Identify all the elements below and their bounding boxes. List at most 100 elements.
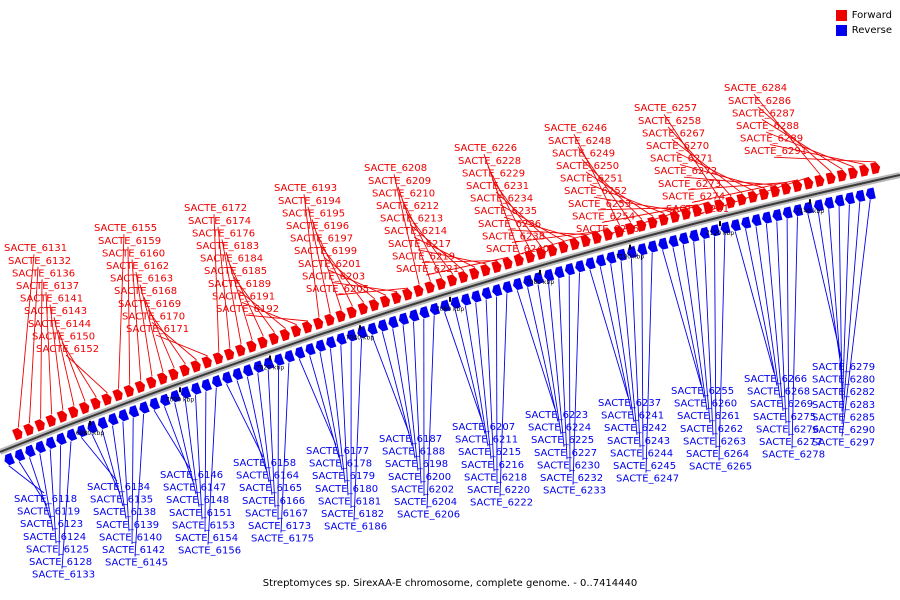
reverse-gene-glyph — [440, 299, 451, 312]
reverse-gene-glyph — [793, 204, 804, 217]
reverse-gene-connector — [817, 211, 843, 374]
reverse-gene-connector — [776, 221, 787, 424]
reverse-gene-label: SACTE_6222 — [470, 498, 533, 509]
reverse-gene-connector — [572, 272, 580, 485]
forward-gene-connector — [421, 260, 498, 263]
reverse-gene-connector — [838, 206, 843, 399]
forward-gene-label: SACTE_6194 — [278, 196, 341, 207]
reverse-gene-connector — [718, 234, 726, 461]
reverse-gene-label: SACTE_6182 — [321, 509, 384, 520]
reverse-gene-glyph — [149, 397, 161, 410]
reverse-gene-glyph — [170, 389, 181, 403]
forward-gene-label: SACTE_6176 — [192, 228, 255, 239]
reverse-gene-label: SACTE_6142 — [102, 545, 165, 556]
forward-gene-label: SACTE_6253 — [568, 199, 631, 210]
reverse-gene-connector — [353, 338, 363, 521]
forward-gene-connector — [601, 204, 698, 223]
kbp-tick-label: 7000 kbp — [166, 396, 194, 403]
forward-gene-label: SACTE_6212 — [376, 201, 439, 212]
reverse-gene-connector — [298, 358, 337, 446]
forward-gene-glyph — [781, 182, 792, 195]
reverse-gene-glyph — [782, 206, 793, 219]
forward-gene-connector — [507, 229, 587, 236]
forward-gene-connector — [683, 176, 776, 186]
forward-gene-glyph — [235, 344, 246, 357]
forward-gene-connector — [221, 239, 242, 345]
reverse-gene-connector — [464, 305, 489, 447]
reverse-gene-glyph — [35, 440, 46, 454]
reverse-gene-connector — [841, 199, 871, 437]
reverse-gene-glyph — [720, 221, 731, 234]
forward-gene-connector — [241, 301, 297, 326]
reverse-gene-glyph — [97, 416, 109, 430]
forward-gene-glyph — [468, 267, 480, 280]
forward-gene-label: SACTE_6168 — [114, 286, 177, 297]
reverse-gene-label: SACTE_6148 — [166, 495, 229, 506]
forward-gene-label: SACTE_6205 — [306, 284, 369, 295]
reverse-gene-label: SACTE_6297 — [812, 438, 875, 449]
reverse-gene-label: SACTE_6224 — [528, 423, 591, 434]
reverse-gene-label: SACTE_6153 — [172, 520, 235, 531]
forward-gene-glyph — [680, 207, 691, 220]
reverse-gene-label: SACTE_6268 — [747, 387, 810, 398]
backbone-line — [0, 174, 900, 453]
forward-gene-glyph — [524, 251, 535, 264]
forward-gene-label: SACTE_6131 — [4, 243, 67, 254]
reverse-gene-glyph — [471, 290, 482, 303]
forward-gene-glyph — [335, 310, 346, 323]
forward-gene-glyph — [836, 169, 847, 182]
reverse-gene-glyph — [409, 309, 420, 322]
forward-gene-label: SACTE_6201 — [298, 259, 361, 270]
reverse-gene-connector — [703, 239, 714, 436]
reverse-gene-connector — [745, 228, 778, 386]
forward-gene-connector — [118, 234, 125, 389]
forward-gene-label: SACTE_6271 — [650, 154, 713, 165]
reverse-gene-connector — [18, 461, 48, 506]
reverse-gene-label: SACTE_6124 — [23, 532, 86, 543]
reverse-gene-label: SACTE_6139 — [96, 520, 159, 531]
forward-gene-label: SACTE_6219 — [392, 251, 455, 262]
forward-gene-label: SACTE_6288 — [736, 121, 799, 132]
forward-gene-label: SACTE_6240 — [486, 244, 549, 255]
forward-gene-connector — [687, 182, 787, 191]
forward-gene-glyph — [435, 277, 446, 291]
reverse-gene-connector — [547, 281, 565, 447]
reverse-gene-glyph — [803, 201, 814, 214]
reverse-gene-connector — [61, 441, 72, 569]
kbp-tick-mark — [809, 199, 811, 205]
forward-gene-connector — [143, 297, 175, 369]
reverse-gene-glyph — [637, 243, 648, 256]
forward-gene-glyph — [558, 241, 569, 254]
reverse-gene-glyph — [108, 412, 119, 426]
reverse-gene-label: SACTE_6206 — [397, 510, 460, 521]
reverse-gene-connector — [207, 387, 217, 545]
reverse-gene-glyph — [336, 332, 347, 345]
reverse-gene-label: SACTE_6262 — [680, 424, 743, 435]
reverse-gene-glyph — [699, 226, 710, 240]
forward-gene-label: SACTE_6274 — [662, 191, 725, 202]
reverse-gene-connector — [485, 299, 495, 472]
forward-gene-connector — [229, 264, 264, 337]
reverse-gene-label: SACTE_6145 — [105, 558, 168, 569]
reverse-gene-label: SACTE_6118 — [14, 494, 77, 505]
forward-gene-label: SACTE_6281 — [666, 204, 729, 215]
reverse-gene-label: SACTE_6265 — [689, 462, 752, 473]
reverse-gene-label: SACTE_6154 — [175, 533, 238, 544]
reverse-gene-connector — [257, 373, 273, 495]
forward-gene-connector — [147, 309, 186, 365]
reverse-gene-glyph — [315, 339, 327, 352]
reverse-gene-label: SACTE_6140 — [99, 532, 162, 543]
legend: Forward Reverse — [835, 8, 892, 38]
reverse-gene-glyph — [544, 268, 555, 282]
forward-gene-connector — [335, 287, 409, 296]
forward-gene-connector — [413, 236, 476, 268]
forward-gene-glyph — [179, 364, 190, 377]
forward-gene-glyph — [324, 313, 335, 327]
forward-gene-connector — [61, 342, 97, 398]
reverse-gene-connector — [277, 366, 279, 521]
forward-gene-connector — [695, 176, 810, 216]
forward-gene-connector — [573, 133, 621, 226]
reverse-gene-label: SACTE_6165 — [239, 483, 302, 494]
reverse-gene-glyph — [77, 424, 88, 438]
